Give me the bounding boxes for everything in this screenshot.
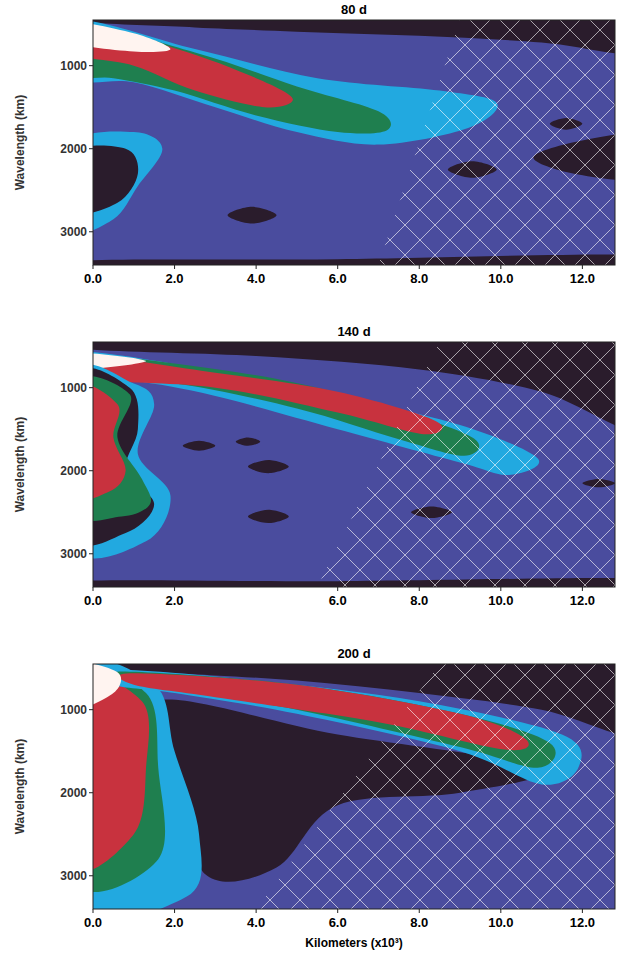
x-tick-label: 4.0 (247, 915, 265, 930)
x-tick-label: 6.0 (329, 915, 347, 930)
contour-region (93, 674, 149, 872)
panel-title: 80 d (341, 2, 367, 17)
x-tick (582, 265, 583, 269)
x-tick-label: 6.0 (329, 593, 347, 608)
y-tick-label: 2000 (60, 464, 87, 478)
y-tick (89, 709, 93, 710)
contour-region (228, 207, 277, 224)
x-tick (500, 265, 501, 269)
contour-region (93, 376, 151, 521)
x-tick-label: 8.0 (410, 915, 428, 930)
y-tick-label: 1000 (60, 59, 87, 73)
contour-region (248, 510, 289, 523)
panel-title: 200 d (337, 646, 370, 661)
x-tick (582, 587, 583, 591)
x-tick (93, 265, 94, 269)
y-axis-title: Wavelength (km) (13, 417, 27, 513)
x-tick (500, 909, 501, 913)
x-tick-label: 10.0 (488, 271, 513, 286)
x-tick-label: 10.0 (488, 593, 513, 608)
contour-region (93, 22, 170, 52)
x-tick-label: 8.0 (410, 271, 428, 286)
x-tick-label: 0.0 (84, 593, 102, 608)
y-tick-label: 2000 (60, 142, 87, 156)
x-tick-label: 6.0 (329, 271, 347, 286)
hatched-region (256, 664, 615, 909)
x-tick (174, 587, 175, 591)
x-tick-label: 2.0 (166, 271, 184, 286)
panel: 80 d 1000 2000 3000 Wavelength (km) 0.0 2.0 4.0… (13, 2, 625, 286)
x-tick-label: 0.0 (84, 915, 102, 930)
contour-region (236, 438, 260, 446)
x-tick (93, 909, 94, 913)
x-tick-label: 2.0 (166, 915, 184, 930)
plot-area (93, 342, 615, 587)
contour-region (248, 460, 289, 473)
x-axis-title: Kilometers (x10³) (305, 936, 402, 950)
plot-frame (93, 342, 615, 587)
contour-region (93, 383, 126, 500)
y-tick (89, 792, 93, 793)
x-tick (337, 909, 338, 913)
x-tick (256, 265, 257, 269)
panel: 200 d 1000 2000 3000 Wavelength (km) 0.0 2.0 4.… (13, 645, 625, 950)
y-axis-title: Wavelength (km) (13, 739, 27, 835)
x-tick (93, 587, 94, 591)
plot-frame (93, 20, 615, 265)
contour-region (93, 146, 138, 215)
contour-region (93, 364, 171, 558)
x-tick (174, 909, 175, 913)
figure: 80 d 1000 2000 3000 Wavelength (km) 0.0 2.0 4.0… (0, 0, 625, 968)
y-tick (89, 231, 93, 232)
y-axis-title: Wavelength (km) (13, 95, 27, 191)
y-tick (89, 65, 93, 66)
contour-region (93, 131, 162, 232)
y-tick-label: 1000 (60, 381, 87, 395)
y-tick (89, 470, 93, 471)
plot-frame (93, 664, 615, 909)
y-tick-label: 1000 (60, 703, 87, 717)
y-tick-label: 3000 (60, 869, 87, 883)
y-tick (89, 553, 93, 554)
x-tick (419, 265, 420, 269)
y-tick-label: 2000 (60, 786, 87, 800)
contour-region (93, 664, 121, 709)
x-tick-label: 12.0 (570, 593, 595, 608)
contour-region (93, 353, 146, 370)
x-tick-label: 4.0 (247, 271, 265, 286)
contour-region (183, 441, 216, 451)
contour-region (93, 368, 154, 546)
x-tick (337, 265, 338, 269)
contour-region (93, 667, 165, 892)
x-tick-label: 12.0 (570, 915, 595, 930)
y-tick (89, 148, 93, 149)
x-tick-label: 12.0 (570, 271, 595, 286)
y-tick (89, 875, 93, 876)
x-tick (337, 587, 338, 591)
x-tick-label: 2.0 (166, 593, 184, 608)
x-tick (256, 909, 257, 913)
x-tick (174, 265, 175, 269)
hatched-region (378, 20, 615, 265)
y-tick (89, 387, 93, 388)
x-tick-label: 0.0 (84, 271, 102, 286)
x-tick (419, 909, 420, 913)
panel-title: 140 d (337, 324, 370, 339)
hatched-region (317, 342, 615, 587)
x-tick-label: 10.0 (488, 915, 513, 930)
plot-area (93, 664, 615, 909)
x-tick (419, 587, 420, 591)
contour-region (93, 664, 202, 909)
panel: 140 d 1000 2000 3000 Wavelength (km) 0.0 2.0 6.… (13, 321, 625, 608)
x-tick (582, 909, 583, 913)
y-tick-label: 3000 (60, 225, 87, 239)
x-tick-label: 8.0 (410, 593, 428, 608)
y-tick-label: 3000 (60, 547, 87, 561)
plot-area (93, 20, 615, 265)
x-tick (500, 587, 501, 591)
